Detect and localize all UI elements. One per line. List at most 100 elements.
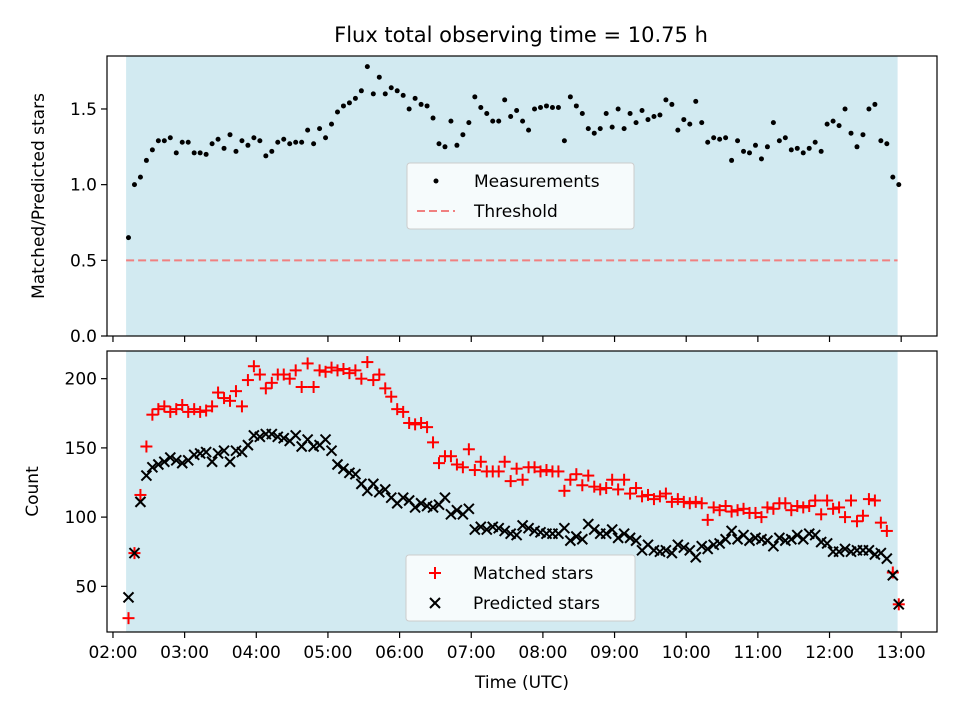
ratio-measurements-point	[490, 118, 496, 124]
ratio-measurements-point	[245, 142, 251, 148]
count-matched-stars-point	[850, 515, 863, 528]
ratio-measurements-point	[800, 150, 806, 156]
count-matched-stars-point	[224, 394, 237, 407]
ratio-measurements-point	[149, 147, 155, 153]
count-predicted-stars-point	[373, 486, 385, 498]
count-predicted-stars-point	[701, 543, 714, 555]
count-predicted-stars-point	[445, 508, 457, 521]
ratio-measurements-point	[878, 138, 884, 144]
count-matched-stars-point	[313, 364, 326, 377]
ratio-measurements-point	[203, 151, 209, 157]
count-matched-stars-point	[815, 508, 828, 521]
count-predicted-stars-point	[773, 532, 786, 544]
count-matched-stars-point	[594, 483, 607, 496]
count-predicted-stars-point	[600, 528, 612, 540]
count-predicted-stars-point	[325, 444, 338, 457]
count-legend-label-matched: Matched stars	[473, 564, 593, 584]
ratio-measurements-point	[591, 130, 597, 136]
count-xtick-label: 08:00	[518, 643, 567, 663]
count-matched-stars-point	[361, 356, 374, 369]
ratio-measurements-point	[729, 157, 735, 163]
count-matched-stars-point	[373, 368, 386, 381]
count-legend-label-predicted: Predicted stars	[473, 594, 600, 614]
count-matched-stars-point	[134, 488, 147, 501]
ratio-measurements-point	[675, 127, 681, 133]
ratio-measurements-point	[758, 156, 764, 162]
count-matched-stars-point	[868, 494, 881, 507]
ratio-measurements-point	[860, 132, 866, 138]
ratio-measurements-point	[251, 135, 257, 141]
count-matched-stars-point	[833, 501, 846, 514]
count-matched-stars-point	[761, 501, 774, 514]
count-ytick-label: 50	[75, 577, 97, 597]
count-matched-stars-point	[558, 484, 571, 497]
ratio-measurements-point	[340, 103, 346, 109]
figure-title: Flux total observing time = 10.75 h	[334, 23, 708, 47]
count-matched-stars-point	[600, 482, 613, 495]
count-predicted-stars-point	[498, 525, 511, 537]
ratio-measurements-point	[842, 106, 848, 112]
count-predicted-stars-point	[122, 591, 135, 604]
ratio-measurements-point	[257, 138, 263, 144]
ratio-measurements-point	[705, 139, 711, 145]
count-predicted-stars-point	[337, 462, 350, 475]
count-predicted-stars-point	[158, 456, 171, 468]
count-predicted-stars-point	[152, 458, 165, 471]
ratio-ylabel: Matched/Predicted stars	[29, 93, 49, 299]
count-predicted-stars-point	[881, 552, 893, 565]
ratio-measurements-point	[788, 147, 794, 153]
count-matched-stars-point	[803, 500, 816, 513]
count-predicted-stars-point	[719, 533, 732, 545]
count-matched-stars-point	[839, 511, 852, 524]
count-matched-stars-point	[427, 436, 440, 449]
count-matched-stars-point	[164, 405, 177, 418]
count-matched-stars-point	[301, 357, 314, 370]
count-matched-stars-point	[409, 418, 422, 431]
ratio-measurements-point	[872, 101, 878, 107]
count-matched-stars-point	[510, 462, 523, 475]
count-predicted-stars-point	[206, 456, 218, 468]
ratio-measurements-point	[281, 136, 287, 142]
count-matched-stars-point	[367, 374, 380, 387]
count-matched-stars-point	[433, 457, 445, 470]
ratio-measurements-point	[752, 142, 758, 148]
ratio-measurements-point	[448, 118, 454, 124]
ratio-measurements-point	[830, 118, 836, 124]
count-predicted-stars-point	[463, 503, 475, 515]
ratio-measurements-point	[352, 95, 358, 101]
ratio-measurements-point	[370, 91, 376, 97]
count-predicted-stars-point	[863, 544, 875, 557]
ratio-measurements-point	[621, 126, 627, 132]
count-matched-stars-point	[767, 502, 780, 515]
ratio-measurements-point	[323, 135, 329, 141]
count-matched-stars-point	[379, 382, 392, 395]
count-matched-stars-point	[295, 380, 308, 393]
ratio-measurements-point	[532, 106, 538, 112]
count-predicted-stars-point	[510, 529, 523, 541]
count-matched-stars-point	[636, 490, 649, 503]
count-xtick-label: 10:00	[662, 643, 711, 663]
ratio-measurements-point	[699, 120, 705, 126]
count-matched-stars-point	[606, 473, 619, 486]
count-legend-box	[405, 554, 636, 622]
count-predicted-stars-point	[666, 547, 678, 559]
ratio-measurements-point	[209, 141, 215, 147]
count-predicted-stars-point	[696, 540, 708, 552]
count-matched-stars-point	[176, 398, 189, 411]
ratio-measurements-point	[663, 97, 669, 103]
ratio-measurements-point	[735, 138, 741, 144]
count-matched-stars-point	[206, 400, 219, 413]
count-predicted-stars-point	[660, 544, 672, 557]
count-matched-stars-point	[612, 483, 625, 496]
count-predicted-stars-point	[743, 534, 756, 547]
top-panel: 0.0 0.5 1.0 1.5 Matched/Predicted stars Meas…	[29, 55, 938, 347]
count-predicted-stars-point	[767, 540, 780, 552]
count-predicted-stars-point	[134, 496, 147, 508]
count-xtick-label: 05:00	[303, 643, 352, 663]
ratio-measurements-point	[866, 106, 872, 112]
count-predicted-stars-point	[200, 446, 212, 458]
ratio-measurements-point	[263, 153, 269, 159]
ratio-measurements-point	[549, 104, 555, 110]
ratio-measurements-point	[723, 135, 729, 141]
ratio-measurements-point	[293, 139, 299, 145]
